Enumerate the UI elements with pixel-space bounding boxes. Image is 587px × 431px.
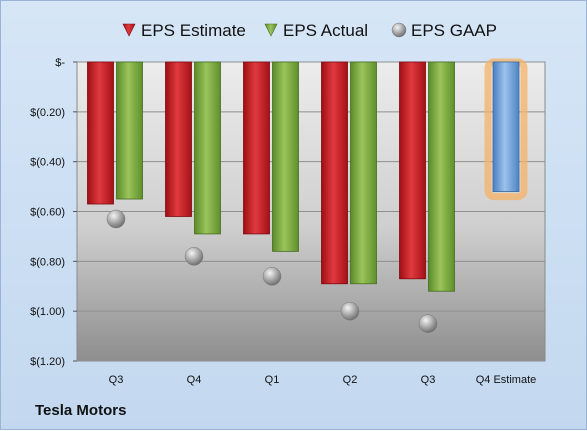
bars [87,58,528,292]
y-tick-label: $(0.60) [30,207,65,219]
y-tick-label: $(1.00) [30,306,65,318]
point-eps-gaap [106,209,126,229]
bar-eps-estimate [399,61,426,280]
legend-label: EPS GAAP [411,21,497,40]
x-axis: Q3 Q4 Q1 Q2 Q3 Q4 Estimate [109,374,537,386]
bar-q4-estimate [492,61,520,192]
y-tick-label: $- [55,57,65,69]
legend-swatch-eps-gaap [391,22,407,38]
bar-eps-actual [194,61,221,235]
point-eps-gaap [418,314,438,333]
bar-eps-actual [272,61,299,252]
y-axis: $- $(0.20) $(0.40) $(0.60) $(0.80) $(1.00) $(1… [30,57,77,368]
point-eps-gaap [184,247,204,266]
x-tick-label: Q1 [265,374,280,386]
legend-label: EPS Estimate [141,21,246,40]
x-tick-label: Q3 [421,374,436,386]
legend: EPS Estimate EPS Actual EPS GAAP [122,21,497,40]
bar-eps-estimate [321,61,348,285]
point-eps-gaap [340,301,360,321]
x-tick-label: Q2 [343,374,358,386]
y-tick-label: $(1.20) [30,356,65,368]
x-tick-label: Q4 [187,374,202,386]
gaap-points [106,209,438,333]
x-tick-label: Q4 Estimate [476,374,537,386]
legend-swatch-eps-estimate [122,23,136,37]
bar-eps-actual [350,61,377,285]
bar-eps-estimate [87,61,114,205]
company-name: Tesla Motors [35,402,127,419]
bar-eps-estimate [165,61,192,217]
y-tick-label: $(0.80) [30,256,65,268]
y-tick-label: $(0.20) [30,107,65,119]
legend-label: EPS Actual [283,21,368,40]
bar-eps-actual [428,61,455,292]
bar-eps-estimate [243,61,270,235]
y-tick-label: $(0.40) [30,157,65,169]
legend-swatch-eps-actual [264,23,278,37]
gridlines [77,61,545,362]
point-eps-gaap [262,267,282,286]
x-tick-label: Q3 [109,374,124,386]
bar-eps-actual [116,61,143,200]
